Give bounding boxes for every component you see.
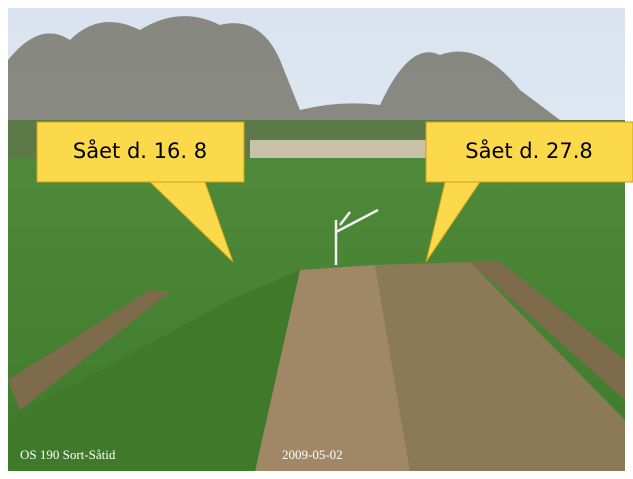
photo-slide: Sået d. 16. 8 Sået d. 27.8 OS 190 Sort-S… bbox=[0, 0, 633, 479]
callout-label: Sået d. 27.8 bbox=[465, 138, 592, 163]
caption-date: 2009-05-02 bbox=[282, 447, 343, 462]
photo bbox=[8, 8, 625, 471]
caption-site: OS 190 Sort-Såtid bbox=[20, 447, 116, 462]
callout-label: Sået d. 16. 8 bbox=[73, 138, 207, 163]
